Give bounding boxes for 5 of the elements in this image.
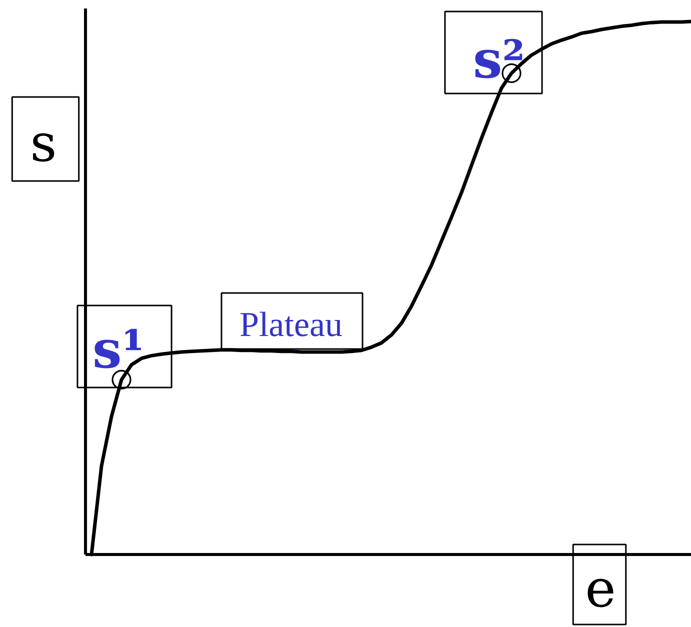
annotation: Plateau [239,305,343,344]
x-axis-title: e [585,560,616,620]
annotation: s² [472,30,526,90]
annotation: s¹ [92,320,145,380]
y-axis-title: s [30,114,57,174]
